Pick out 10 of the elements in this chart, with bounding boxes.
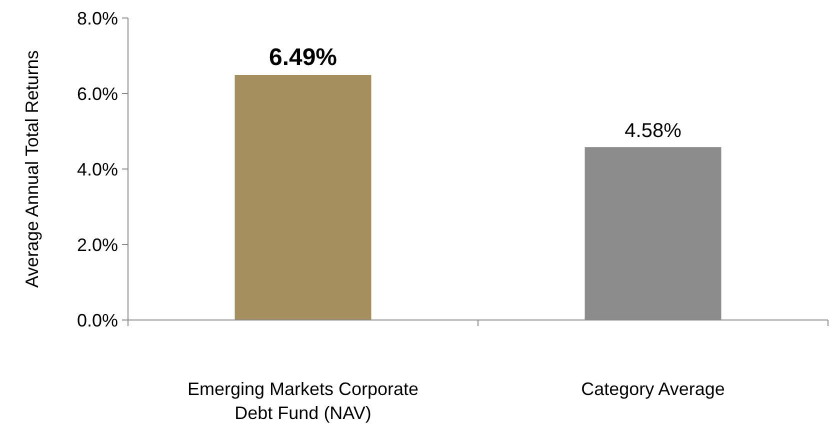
y-tick-label: 4.0%	[76, 159, 118, 180]
y-tick-label: 6.0%	[76, 84, 118, 104]
y-tick-label: 0.0%	[76, 310, 118, 330]
x-tick-label: Category Average	[581, 379, 725, 399]
x-tick-label: Emerging Markets Corporate Debt Fund (NAV)	[187, 379, 419, 423]
data-label: 4.58%	[624, 120, 682, 142]
y-tick-label: 8.0%	[76, 8, 118, 28]
y-axis-title: Average Annual Total Returns	[22, 50, 42, 288]
y-tick-label: 2.0%	[76, 234, 118, 255]
data-label: 6.49%	[268, 44, 338, 72]
